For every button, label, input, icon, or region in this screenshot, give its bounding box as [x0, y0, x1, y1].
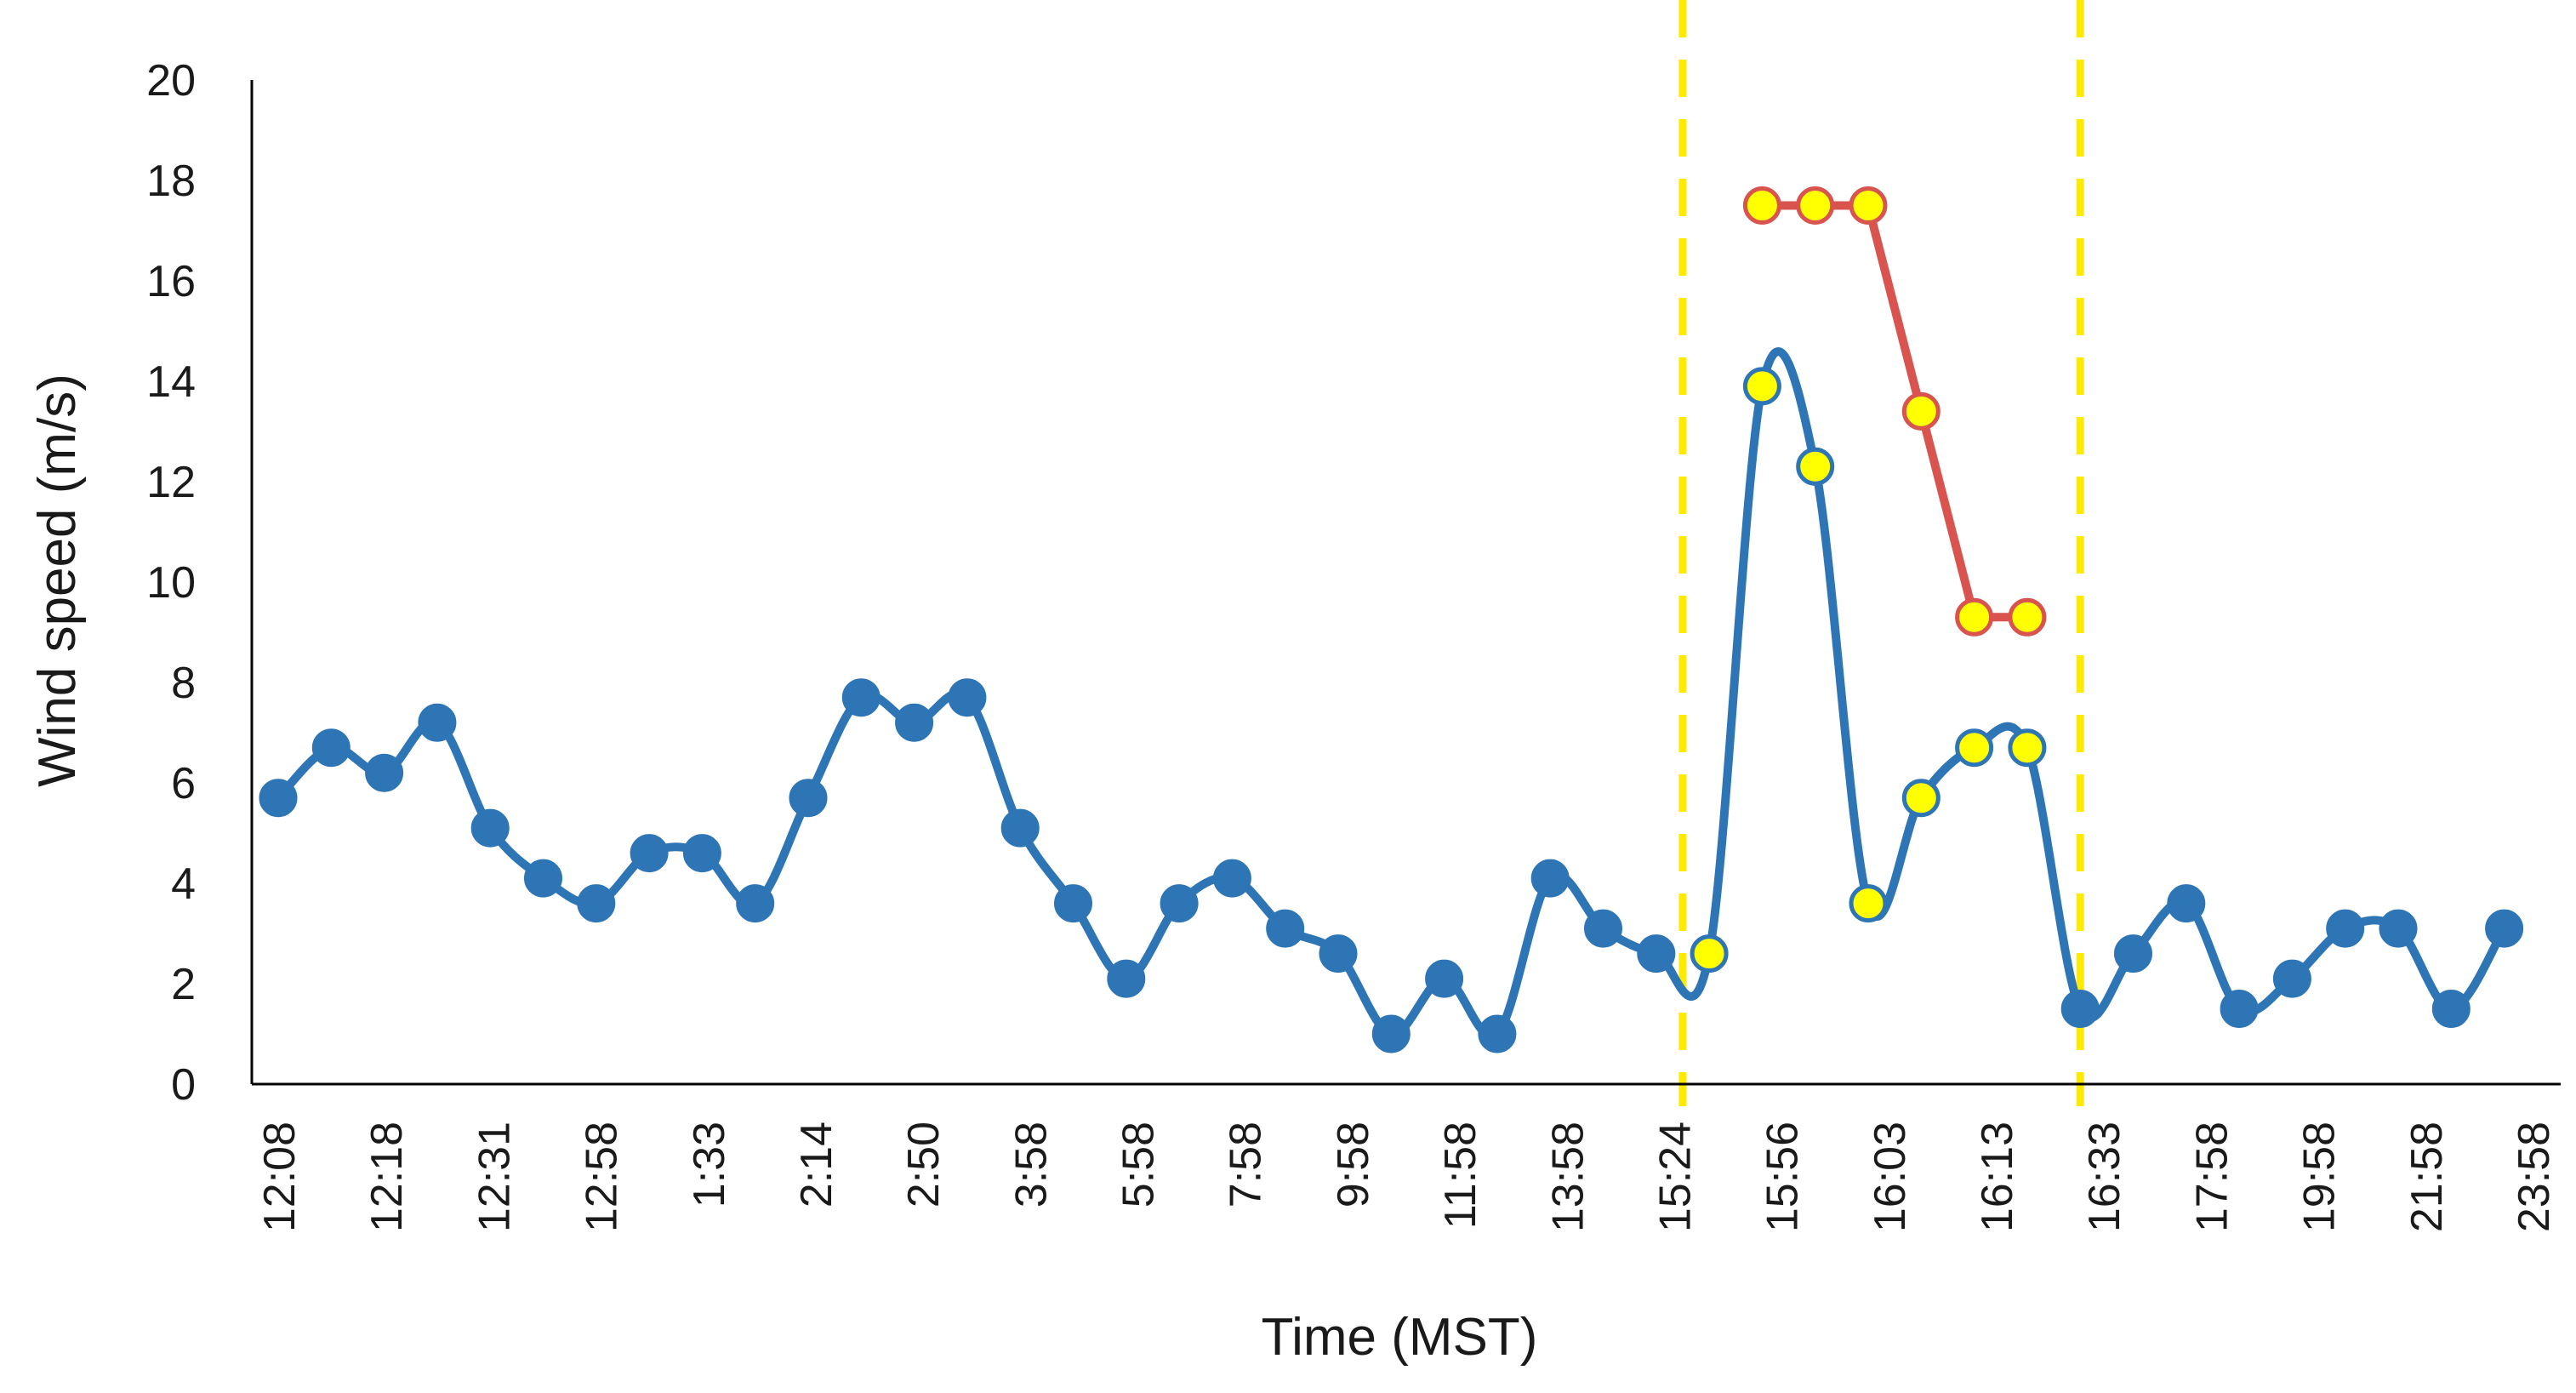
x-tick-label: 2:50	[899, 1122, 949, 1207]
x-tick-label: 21:58	[2402, 1122, 2452, 1232]
series-2-point	[1742, 186, 1781, 225]
x-tick-label: 12:18	[362, 1122, 412, 1232]
y-tick-label: 14	[146, 357, 196, 407]
series-2-point	[1849, 186, 1888, 225]
x-tick-label: 3:58	[1006, 1122, 1056, 1207]
series-1-point	[2060, 990, 2100, 1028]
series-1-point	[577, 884, 616, 923]
series-1-point	[736, 884, 775, 923]
series-1-point	[2220, 990, 2259, 1028]
series-1-point	[1584, 909, 1622, 948]
x-tick-label: 16:03	[1866, 1122, 1915, 1232]
series-1-point	[948, 678, 987, 717]
y-tick-labels: 0 2 4 6 8 10 12 14 16 18 20	[146, 56, 196, 1110]
y-tick-label: 2	[171, 960, 196, 1009]
series-line-1	[274, 347, 2509, 1041]
x-tick-label: 13:58	[1543, 1122, 1593, 1232]
series-1-point	[2114, 934, 2152, 973]
x-tick-label: 16:33	[2080, 1122, 2129, 1232]
y-tick-label: 18	[146, 157, 196, 206]
series-1-point	[895, 703, 934, 742]
series-1-point	[841, 678, 881, 717]
series-1-point	[1212, 859, 1251, 898]
series-1-point	[2326, 909, 2365, 948]
series-1-point	[1160, 884, 1199, 923]
y-tick-label: 6	[171, 759, 196, 808]
series-1-point	[2008, 728, 2047, 768]
x-tick-label: 9:58	[1329, 1122, 1378, 1207]
x-tick-label: 15:56	[1758, 1122, 1808, 1232]
x-tick-label: 12:31	[470, 1122, 519, 1232]
series-1-point	[1955, 728, 1994, 768]
series-2-point	[2008, 597, 2047, 637]
series-1-point	[2272, 959, 2311, 998]
x-tick-label: 5:58	[1114, 1122, 1164, 1207]
x-tick-label: 12:58	[578, 1122, 627, 1232]
series-1-point	[418, 703, 457, 742]
y-tick-label: 4	[171, 859, 196, 909]
series-1-point	[2379, 909, 2418, 948]
series-2-point	[1796, 186, 1835, 225]
x-tick-label: 23:58	[2510, 1122, 2559, 1232]
series-2-point	[1955, 597, 1994, 637]
y-tick-label: 10	[146, 558, 196, 608]
series-1-point	[259, 779, 298, 818]
x-tick-label: 12:08	[255, 1122, 305, 1232]
x-tick-label: 7:58	[1222, 1122, 1271, 1207]
series-1-point	[1690, 934, 1729, 973]
series-1-point	[1371, 1014, 1411, 1053]
reference-lines	[1678, 0, 2084, 1106]
series-1-point	[311, 728, 350, 768]
x-tick-label: 2:14	[792, 1122, 841, 1207]
series-1-point	[1742, 367, 1781, 406]
series-1-point	[1796, 447, 1835, 486]
series-1-point	[1266, 909, 1305, 948]
x-tick-label: 19:58	[2295, 1122, 2345, 1232]
axes	[250, 80, 2561, 1086]
series-1-point	[1901, 779, 1941, 818]
series-1-point	[789, 779, 828, 818]
y-axis-title: Wind speed (m/s)	[28, 374, 87, 787]
x-axis-title: Time (MST)	[1262, 1308, 1538, 1367]
series-1-point	[1000, 808, 1040, 848]
y-tick-label: 20	[146, 56, 196, 106]
series-1-point	[1478, 1014, 1517, 1053]
series-1-point	[630, 834, 669, 873]
x-tick-label: 11:58	[1436, 1122, 1485, 1229]
x-tick-labels: 12:08 12:18 12:31 12:58 1:33 2:14 2:50 3:58 5:58…	[255, 1122, 2559, 1232]
x-tick-label: 1:33	[685, 1122, 734, 1207]
series-1-point	[1849, 884, 1888, 923]
series-1-point	[1054, 884, 1092, 923]
series-1-point	[524, 859, 562, 898]
series-1-point	[2485, 909, 2524, 948]
series-1-point	[1425, 959, 1464, 998]
series-1-point	[1107, 959, 1146, 998]
x-tick-label: 16:13	[1973, 1122, 2022, 1232]
series-1-point	[682, 834, 721, 873]
y-tick-label: 12	[146, 458, 196, 507]
y-tick-label: 16	[146, 257, 196, 306]
series-1-point	[1319, 934, 1358, 973]
series-1-point	[2167, 884, 2206, 923]
series-2-point	[1901, 391, 1941, 431]
series-1-point	[470, 808, 510, 848]
series-1-point	[365, 753, 404, 792]
x-tick-label: 17:58	[2187, 1122, 2237, 1232]
x-tick-label: 15:24	[1650, 1122, 1700, 1232]
series-markers	[259, 186, 2524, 1053]
y-tick-label: 0	[171, 1060, 196, 1110]
series-1-point	[2431, 990, 2471, 1028]
y-tick-label: 8	[171, 659, 196, 708]
series-1-point	[1530, 859, 1570, 898]
series-1-point	[1637, 934, 1676, 973]
